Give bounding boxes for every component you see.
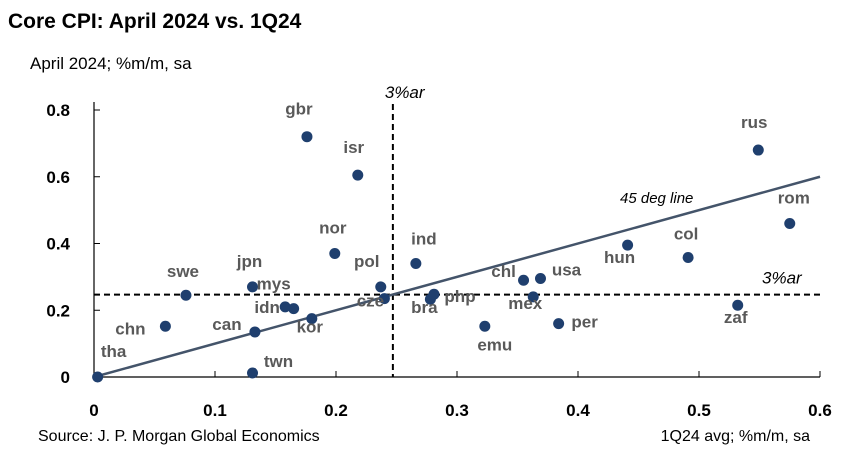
x-tick-label: 0.2 — [324, 401, 348, 420]
reference-lines-group: 3%ar 3%ar 45 deg line — [93, 83, 821, 379]
point-labels-group: gbr isr nor jpn swe mys idn pol cze chn can kor tha t… — [101, 100, 810, 371]
point-label-isr: isr — [343, 138, 364, 157]
point-label-twn: twn — [264, 352, 293, 371]
horizontal-reference-label: 3%ar — [762, 269, 803, 288]
data-point-kor — [306, 313, 318, 325]
data-point-hun — [622, 239, 634, 251]
x-tick-label: 0.1 — [203, 401, 227, 420]
x-axis-title: 1Q24 avg; %m/m, sa — [660, 428, 810, 445]
data-point-usa — [534, 273, 546, 285]
point-label-swe: swe — [167, 262, 199, 281]
point-label-col: col — [674, 225, 699, 244]
x-tick-label: 0.4 — [566, 401, 590, 420]
data-point-chn — [159, 320, 171, 332]
data-point-zaf — [732, 299, 744, 311]
point-label-tha: tha — [101, 342, 127, 361]
point-label-zaf: zaf — [724, 308, 748, 327]
data-point-jpn — [247, 281, 259, 293]
data-point-emu — [479, 320, 491, 332]
data-point-per — [553, 318, 565, 330]
y-axis-title: April 2024; %m/m, sa — [30, 54, 192, 73]
y-tick-label: 0.8 — [46, 101, 70, 120]
point-label-emu: emu — [477, 335, 512, 354]
point-label-rus: rus — [741, 113, 767, 132]
point-label-chl: chl — [491, 262, 516, 281]
point-label-gbr: gbr — [285, 100, 313, 119]
data-point-pol — [375, 281, 387, 293]
x-tick-label: 0.5 — [687, 401, 711, 420]
axes-group: 0 0.2 0.4 0.6 0.8 0 0.1 0.2 0.3 0.4 0.5 0.6 — [46, 101, 831, 420]
data-point-col — [682, 252, 694, 264]
point-label-per: per — [571, 313, 598, 332]
data-point-rus — [752, 144, 764, 156]
data-point-isr — [352, 169, 364, 181]
chart-title: Core CPI: April 2024 vs. 1Q24 — [8, 10, 302, 33]
point-label-usa: usa — [552, 261, 582, 280]
y-tick-label: 0 — [61, 368, 70, 387]
data-point-mys — [288, 303, 300, 315]
x-tick-label: 0.6 — [808, 401, 832, 420]
point-label-rom: rom — [778, 188, 810, 207]
point-label-mys: mys — [257, 275, 291, 294]
vertical-reference-label: 3%ar — [385, 83, 426, 102]
forty-five-degree-label: 45 deg line — [620, 190, 693, 207]
data-point-php — [428, 288, 440, 300]
data-point-can — [249, 326, 261, 338]
points-group — [92, 131, 796, 383]
data-point-ind — [410, 258, 422, 270]
data-point-gbr — [301, 131, 313, 143]
point-label-can: can — [212, 315, 241, 334]
data-point-twn — [247, 367, 259, 379]
y-tick-label: 0.6 — [46, 168, 70, 187]
data-point-mex — [527, 291, 539, 303]
forty-five-degree-line — [93, 175, 821, 379]
point-label-hun: hun — [604, 248, 635, 267]
data-point-swe — [180, 289, 192, 301]
y-tick-label: 0.2 — [46, 301, 70, 320]
data-point-rom — [784, 217, 796, 229]
x-tick-label: 0.3 — [445, 401, 469, 420]
point-label-php: php — [444, 287, 475, 306]
point-label-ind: ind — [411, 230, 437, 249]
point-label-kor: kor — [297, 318, 324, 337]
source-note: Source: J. P. Morgan Global Economics — [38, 428, 320, 445]
x-tick-label: 0 — [89, 401, 98, 420]
point-label-idn: idn — [254, 298, 280, 317]
point-label-mex: mex — [508, 294, 543, 313]
y-tick-label: 0.4 — [46, 235, 70, 254]
point-label-pol: pol — [354, 252, 380, 271]
data-point-idn — [279, 301, 291, 313]
data-point-cze — [378, 293, 390, 305]
data-point-tha — [92, 371, 104, 383]
point-label-jpn: jpn — [236, 252, 263, 271]
point-label-bra: bra — [411, 298, 438, 317]
data-point-chl — [518, 274, 530, 286]
point-label-nor: nor — [319, 219, 347, 238]
point-label-chn: chn — [115, 319, 145, 338]
point-label-cze: cze — [357, 292, 384, 311]
data-point-nor — [329, 248, 341, 260]
